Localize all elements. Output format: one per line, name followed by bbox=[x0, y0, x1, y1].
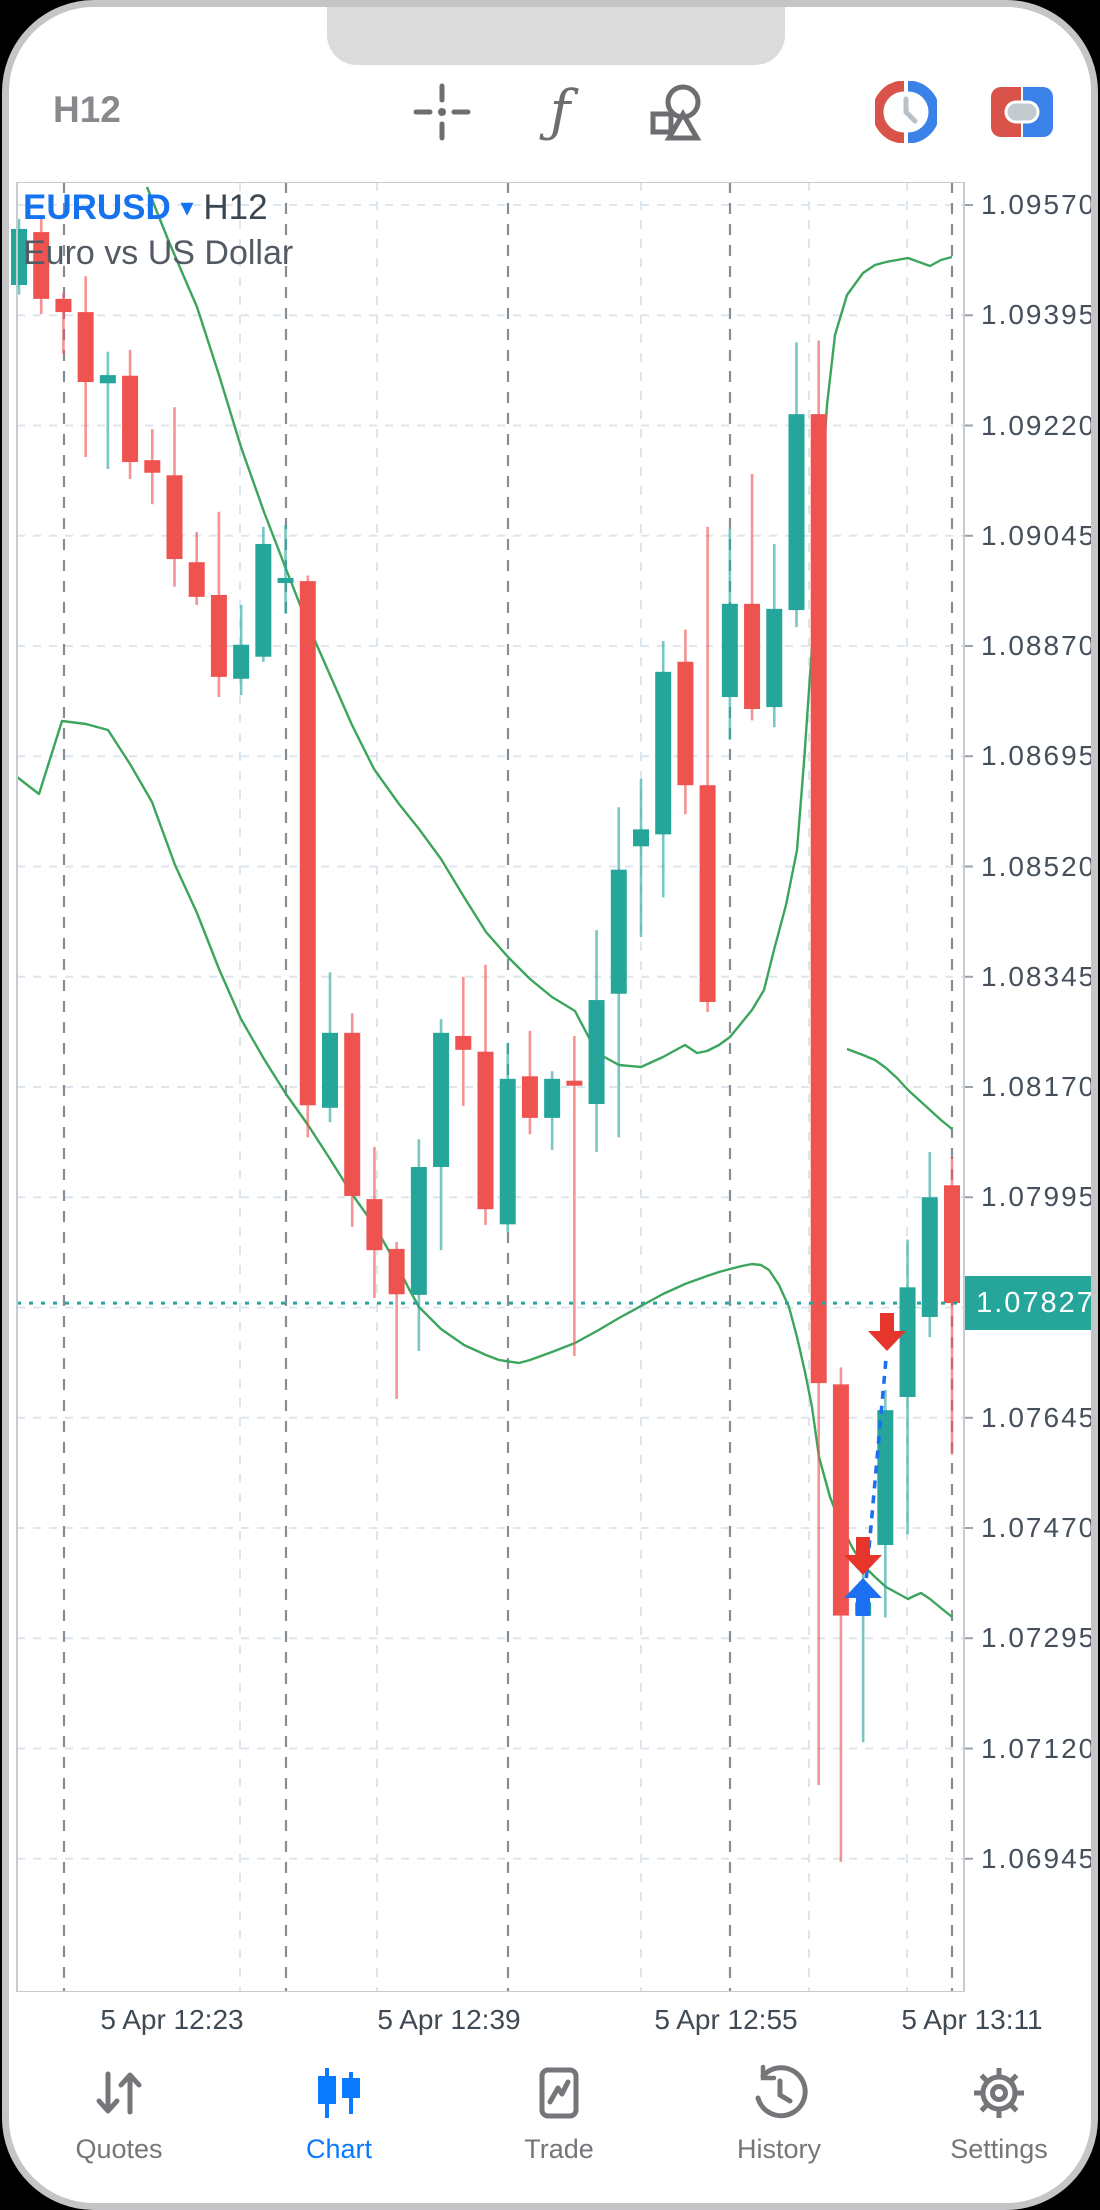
tab-quotes[interactable]: Quotes bbox=[9, 2048, 229, 2203]
tab-settings[interactable]: Settings bbox=[889, 2048, 1091, 2203]
time-axis-label: 5 Apr 13:11 bbox=[901, 2004, 1043, 2035]
settings-icon bbox=[968, 2062, 1030, 2124]
price-axis-label: 1.09395 bbox=[981, 299, 1097, 331]
time-axis-label: 5 Apr 12:23 bbox=[100, 2004, 244, 2035]
price-axis-label: 1.08170 bbox=[981, 1071, 1097, 1102]
objects-icon[interactable] bbox=[642, 77, 712, 147]
price-axis-label: 1.09570 bbox=[981, 189, 1097, 220]
trade-icon bbox=[528, 2062, 590, 2124]
price-axis-label: 1.07120 bbox=[981, 1732, 1097, 1764]
symbol-selector[interactable]: EURUSD ▾ H12 bbox=[23, 188, 268, 228]
time-axis-label: 5 Apr 12:55 bbox=[654, 2004, 798, 2035]
quotes-icon bbox=[88, 2062, 150, 2124]
price-axis-label: 1.09045 bbox=[981, 519, 1097, 551]
price-axis-label: 1.07295 bbox=[981, 1622, 1097, 1654]
price-axis-label: 1.08695 bbox=[981, 740, 1097, 772]
tab-label: Chart bbox=[305, 2134, 373, 2164]
tab-trade[interactable]: Trade bbox=[449, 2048, 669, 2203]
price-axis-label: 1.07995 bbox=[981, 1181, 1097, 1213]
sell-arrow bbox=[868, 1313, 906, 1351]
chart-timeframe-label: H12 bbox=[203, 188, 268, 227]
price-chart[interactable]: EURUSD ▾ H12 Euro vs US Dollar 1.09570 1.… bbox=[9, 182, 1097, 1992]
time-axis[interactable]: 5 Apr 12:23 5 Apr 12:39 5 Apr 12:55 5 Apr 1… bbox=[9, 1992, 1091, 2048]
chevron-down-icon: ▾ bbox=[180, 192, 194, 222]
sell-arrow bbox=[844, 1537, 882, 1575]
indicators-function-icon[interactable]: ƒ bbox=[549, 79, 571, 144]
tab-chart[interactable]: Chart bbox=[229, 2048, 449, 2203]
tab-label: History bbox=[736, 2134, 821, 2164]
trading-sessions-icon[interactable] bbox=[871, 77, 941, 147]
crosshair-icon[interactable] bbox=[407, 77, 477, 147]
one-click-trading-icon[interactable] bbox=[987, 77, 1057, 147]
price-axis-label: 1.07645 bbox=[981, 1401, 1097, 1433]
tab-label: Settings bbox=[950, 2134, 1048, 2164]
time-axis-label: 5 Apr 12:39 bbox=[377, 2004, 521, 2035]
chart-icon bbox=[308, 2062, 370, 2124]
tab-bar: Quotes Chart Trade bbox=[9, 2048, 1091, 2203]
price-axis-label: 1.09220 bbox=[981, 409, 1097, 441]
device-notch bbox=[327, 7, 785, 65]
tab-label: Quotes bbox=[75, 2134, 163, 2164]
current-price-tag: 1.07827 bbox=[965, 1276, 1091, 1331]
buy-arrow bbox=[844, 1578, 882, 1616]
tab-label: Trade bbox=[524, 2134, 594, 2164]
history-icon bbox=[748, 2062, 810, 2124]
symbol-label: EURUSD bbox=[23, 188, 171, 227]
header-timeframe-label: H12 bbox=[53, 89, 121, 130]
tab-history[interactable]: History bbox=[669, 2048, 889, 2203]
price-axis-label: 1.08870 bbox=[981, 630, 1097, 661]
symbol-description: Euro vs US Dollar bbox=[23, 234, 294, 272]
price-axis-label: 1.06945 bbox=[981, 1842, 1097, 1874]
price-axis-label: 1.08520 bbox=[981, 850, 1097, 882]
price-axis-label: 1.08345 bbox=[981, 960, 1097, 992]
price-axis-label: 1.07470 bbox=[981, 1512, 1097, 1543]
